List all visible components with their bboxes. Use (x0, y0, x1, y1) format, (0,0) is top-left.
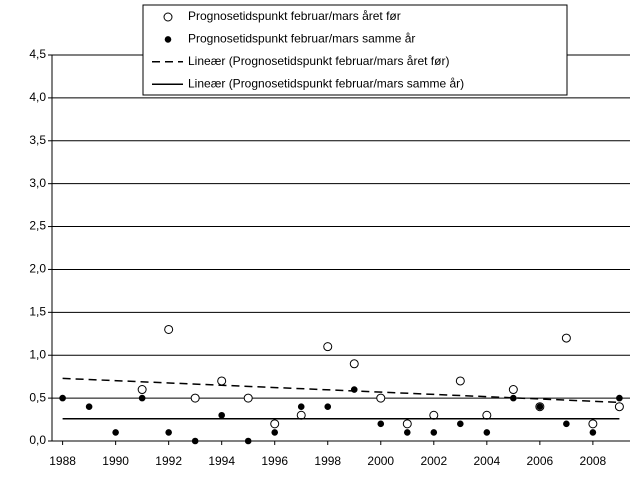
legend-label: Lineær (Prognosetidspunkt februar/mars å… (188, 54, 449, 68)
point (191, 437, 199, 445)
point (561, 333, 571, 343)
trend-line (62, 377, 620, 404)
point (377, 420, 385, 428)
point (218, 411, 225, 419)
point (614, 402, 624, 412)
x-tick-label: 2006 (527, 454, 554, 468)
point (323, 342, 333, 352)
point (59, 394, 66, 402)
legend-label: Prognosetidspunkt februar/mars året før (188, 9, 401, 23)
point (563, 420, 570, 428)
point (190, 393, 200, 403)
legend-key (164, 36, 172, 43)
x-tick-label: 2004 (473, 454, 500, 468)
x-tick-label: 1994 (208, 454, 235, 468)
point (217, 376, 227, 386)
point (138, 394, 146, 402)
legend-label: Lineær (Prognosetidspunkt februar/mars s… (188, 76, 464, 90)
y-tick-label: 2,0 (29, 262, 46, 276)
point (403, 429, 411, 436)
point (588, 419, 598, 429)
point (164, 324, 174, 334)
point (457, 420, 464, 428)
point (165, 429, 172, 436)
point (455, 376, 465, 386)
y-tick-label: 4,5 (29, 47, 46, 61)
y-tick-label: 3,5 (29, 133, 46, 147)
x-tick-label: 2002 (420, 454, 447, 468)
point (483, 429, 491, 436)
y-tick-label: 2,5 (29, 219, 46, 233)
point (536, 403, 544, 410)
point (270, 419, 280, 429)
y-tick-label: 3,0 (29, 176, 46, 190)
point (430, 429, 438, 436)
point (349, 359, 359, 369)
y-tick-label: 0,5 (29, 390, 46, 404)
legend-label: Prognosetidspunkt februar/mars samme år (188, 32, 415, 46)
x-tick-label: 1998 (314, 454, 341, 468)
point (85, 403, 93, 410)
x-tick-label: 1988 (49, 454, 76, 468)
x-tick-label: 2000 (367, 454, 394, 468)
x-tick-label: 2008 (580, 454, 607, 468)
point (271, 429, 279, 436)
point (508, 385, 518, 395)
point (616, 394, 623, 402)
y-tick-label: 4,0 (29, 90, 46, 104)
legend-box (142, 4, 568, 96)
point (376, 393, 386, 403)
point (137, 385, 147, 395)
x-tick-label: 1990 (102, 454, 129, 468)
point (402, 419, 412, 429)
point (589, 429, 597, 436)
x-tick-label: 1992 (155, 454, 182, 468)
x-tick-label: 1996 (261, 454, 288, 468)
point (244, 437, 252, 445)
y-tick-label: 1,5 (29, 305, 46, 319)
y-tick-label: 1,0 (29, 347, 46, 361)
point (243, 393, 253, 403)
point (297, 403, 305, 410)
point (112, 429, 119, 436)
y-tick-label: 0,0 (29, 433, 46, 447)
legend-key (163, 12, 173, 22)
point (324, 403, 332, 410)
